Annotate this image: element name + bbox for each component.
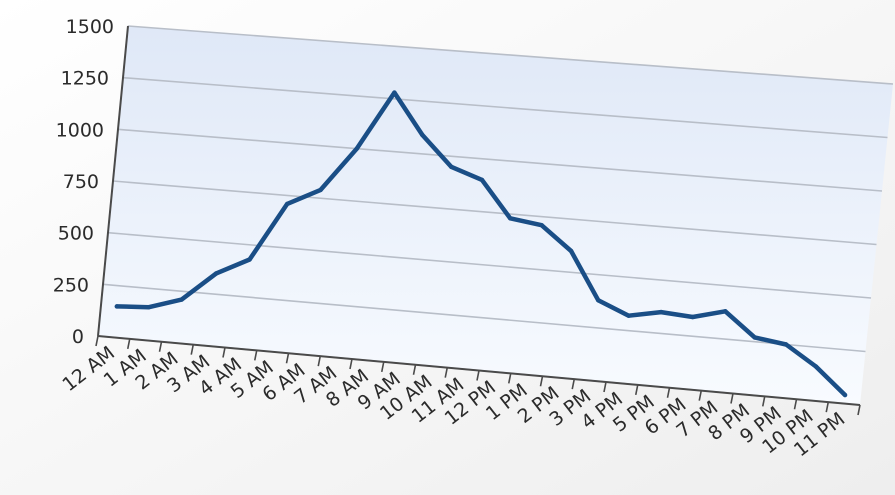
x-tick bbox=[380, 361, 385, 373]
y-tick-label: 1500 bbox=[66, 16, 114, 38]
x-tick bbox=[158, 341, 163, 352]
y-tick-label: 500 bbox=[58, 223, 94, 245]
data-point bbox=[114, 304, 120, 309]
data-point bbox=[508, 216, 513, 221]
y-tick-label: 1250 bbox=[61, 68, 109, 90]
data-point bbox=[392, 90, 397, 95]
gridline bbox=[102, 283, 866, 353]
data-point bbox=[179, 297, 184, 302]
x-tick bbox=[507, 373, 512, 384]
y-tick-label: 0 bbox=[72, 326, 84, 348]
data-point bbox=[813, 364, 819, 369]
y-tick-label: 250 bbox=[53, 274, 89, 296]
x-tick bbox=[698, 390, 703, 401]
x-tick bbox=[730, 393, 734, 404]
x-tick bbox=[571, 378, 576, 390]
x-tick bbox=[95, 335, 99, 347]
data-point bbox=[285, 201, 290, 207]
plot-area bbox=[98, 26, 893, 405]
data-point bbox=[842, 392, 848, 398]
gridline bbox=[107, 231, 872, 299]
gridline bbox=[117, 128, 883, 192]
data-point bbox=[690, 314, 695, 320]
data-point bbox=[596, 298, 601, 303]
y-axis bbox=[97, 25, 129, 337]
x-tick bbox=[603, 381, 607, 393]
data-point bbox=[658, 309, 664, 315]
data-point bbox=[539, 223, 544, 228]
x-tick bbox=[825, 401, 830, 413]
y-tick-label: 1000 bbox=[56, 119, 104, 141]
gridline bbox=[127, 25, 894, 85]
data-point bbox=[479, 177, 485, 183]
series-line bbox=[114, 90, 848, 398]
x-tick bbox=[761, 396, 766, 407]
x-tick bbox=[317, 355, 322, 367]
x-tick bbox=[857, 404, 861, 416]
data-point bbox=[752, 335, 757, 340]
data-point bbox=[626, 313, 631, 318]
gridline bbox=[112, 180, 877, 246]
data-point bbox=[723, 309, 728, 314]
x-tick bbox=[253, 350, 258, 361]
x-tick bbox=[190, 344, 195, 355]
y-tick-label: 750 bbox=[63, 171, 99, 193]
data-point bbox=[318, 187, 323, 193]
data-point bbox=[354, 146, 359, 151]
x-tick bbox=[222, 347, 226, 358]
x-tick bbox=[666, 387, 671, 398]
data-point bbox=[214, 271, 219, 276]
x-tick bbox=[285, 353, 290, 364]
x-tick bbox=[793, 399, 798, 410]
x-tick bbox=[126, 338, 131, 350]
data-point bbox=[247, 257, 252, 262]
gridline bbox=[122, 76, 888, 139]
data-point bbox=[783, 342, 789, 347]
x-tick bbox=[476, 370, 480, 381]
data-point bbox=[146, 305, 151, 310]
x-tick bbox=[634, 384, 639, 396]
data-point bbox=[449, 164, 454, 169]
data-point bbox=[420, 132, 425, 138]
x-tick bbox=[349, 358, 353, 370]
data-point bbox=[568, 248, 574, 254]
x-tick bbox=[444, 367, 449, 378]
x-tick bbox=[539, 376, 544, 387]
x-tick bbox=[412, 364, 417, 375]
